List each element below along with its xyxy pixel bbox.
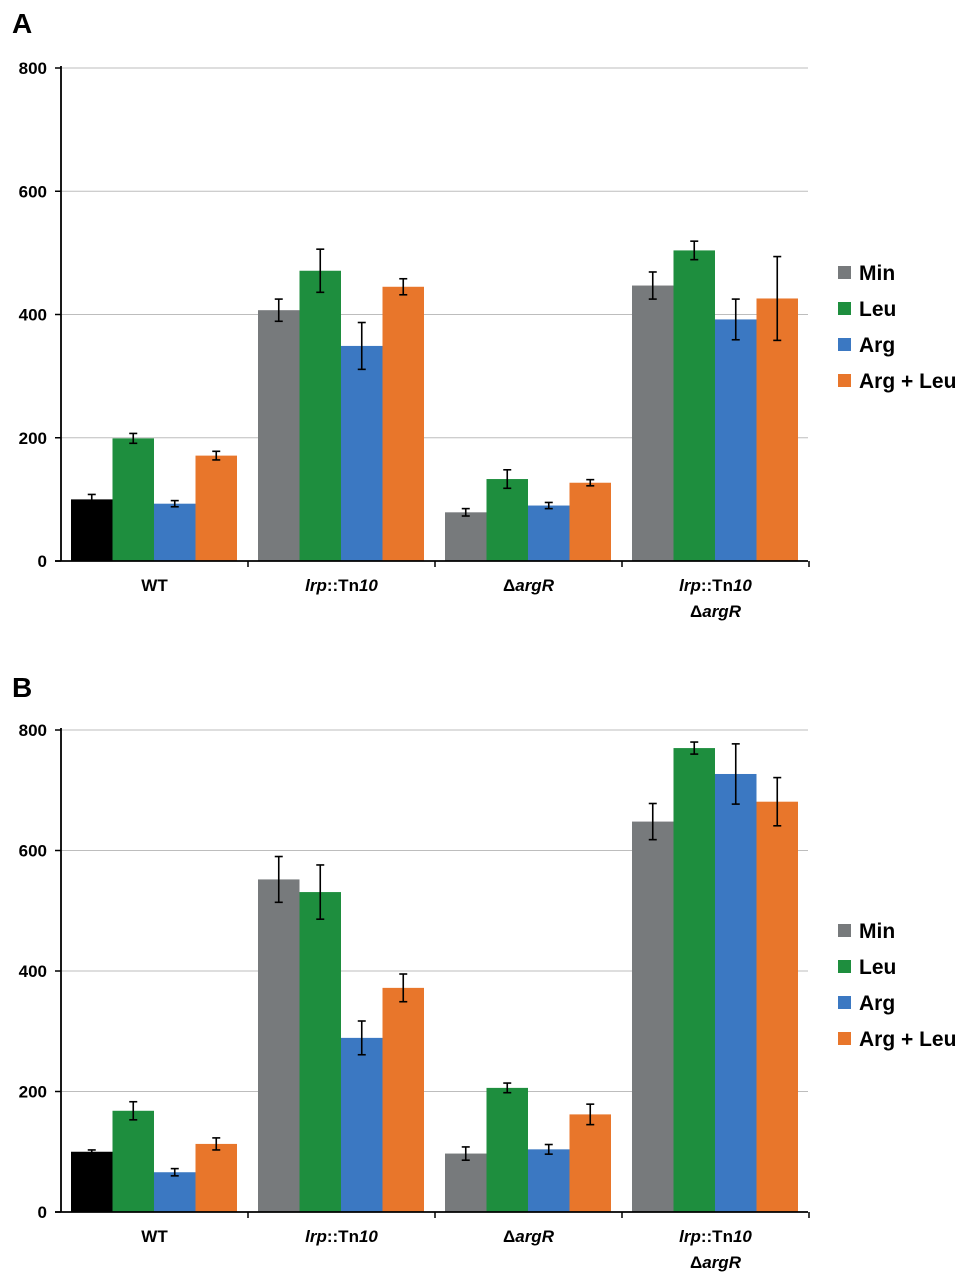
y-tick-label: 400 — [19, 306, 47, 325]
x-category-label: ΔargR — [503, 1227, 555, 1246]
bar-arg-1 — [341, 345, 383, 561]
legend-swatch-min — [838, 924, 851, 937]
bar-arg-leu-3 — [756, 298, 798, 561]
bar-min-2 — [445, 1153, 487, 1212]
legend-label: Arg + Leu — [859, 370, 956, 393]
y-tick-label: 400 — [19, 962, 47, 981]
bar-arg-0 — [154, 503, 196, 561]
x-category-label: lrp::Tn10 — [305, 576, 378, 595]
bar-arg-2 — [528, 505, 570, 561]
bar-arg-1 — [341, 1037, 383, 1212]
bar-arg-leu-0 — [195, 1143, 237, 1212]
bar-min-0 — [71, 1151, 113, 1212]
x-category-label-line2: ΔargR — [690, 602, 742, 621]
bar-arg-leu-0 — [195, 455, 237, 561]
legend-label: Min — [859, 920, 895, 943]
bar-arg-3 — [715, 319, 757, 561]
x-category-label: WT — [141, 1227, 168, 1246]
legend-swatch-arg-leu — [838, 1032, 851, 1045]
y-tick-label: 200 — [19, 429, 47, 448]
bar-arg-0 — [154, 1172, 196, 1212]
bar-arg-leu-2 — [569, 1114, 611, 1212]
bar-arg-leu-2 — [569, 482, 611, 561]
bar-leu-2 — [486, 1087, 528, 1212]
bar-arg-leu-1 — [382, 286, 424, 561]
legend-label: Min — [859, 262, 895, 285]
x-category-label: lrp::Tn10 — [305, 1227, 378, 1246]
bar-min-1 — [258, 310, 300, 561]
legend-swatch-min — [838, 266, 851, 279]
legend-swatch-leu — [838, 302, 851, 315]
bar-leu-3 — [673, 250, 715, 561]
bar-leu-0 — [112, 1110, 154, 1212]
bar-min-0 — [71, 499, 113, 561]
panel-label: B — [12, 672, 32, 703]
y-tick-label: 600 — [19, 182, 47, 201]
legend: Min Leu Arg Arg + Leu — [838, 920, 956, 1051]
legend-swatch-arg — [838, 338, 851, 351]
y-tick-label: 800 — [19, 721, 47, 740]
legend-swatch-arg-leu — [838, 374, 851, 387]
bar-arg-3 — [715, 773, 757, 1212]
x-category-label: lrp::Tn10 — [679, 576, 752, 595]
legend-label: Leu — [859, 956, 896, 979]
panel-label: A — [12, 8, 32, 39]
y-tick-label: 0 — [38, 1203, 47, 1222]
bar-leu-0 — [112, 438, 154, 561]
legend: Min Leu Arg Arg + Leu — [838, 262, 956, 393]
legend-swatch-leu — [838, 960, 851, 973]
bar-min-1 — [258, 879, 300, 1212]
legend-label: Arg — [859, 992, 895, 1015]
y-tick-label: 0 — [38, 552, 47, 571]
bar-leu-1 — [299, 270, 341, 561]
x-category-label: ΔargR — [503, 576, 555, 595]
x-category-label-line2: ΔargR — [690, 1253, 742, 1272]
legend-label: Arg + Leu — [859, 1028, 956, 1051]
bar-leu-2 — [486, 479, 528, 561]
legend-label: Arg — [859, 334, 895, 357]
x-category-label: WT — [141, 576, 168, 595]
bar-min-3 — [632, 285, 674, 561]
bar-arg-leu-1 — [382, 987, 424, 1212]
y-tick-label: 800 — [19, 59, 47, 78]
bar-min-3 — [632, 821, 674, 1212]
y-tick-label: 200 — [19, 1083, 47, 1102]
bar-arg-2 — [528, 1149, 570, 1212]
bar-arg-leu-3 — [756, 801, 798, 1212]
x-category-label: lrp::Tn10 — [679, 1227, 752, 1246]
bar-min-2 — [445, 512, 487, 561]
y-tick-label: 600 — [19, 842, 47, 861]
legend-swatch-arg — [838, 996, 851, 1009]
bar-leu-1 — [299, 892, 341, 1212]
bar-leu-3 — [673, 748, 715, 1212]
legend-label: Leu — [859, 298, 896, 321]
